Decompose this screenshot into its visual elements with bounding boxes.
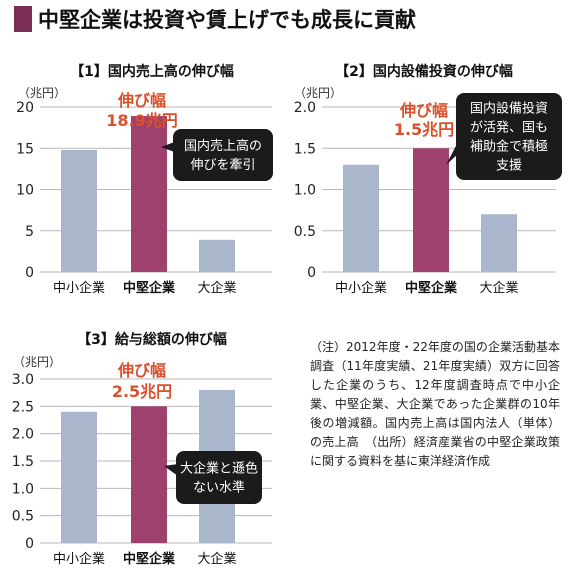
chart-1-bar [131,116,167,272]
chart-2-callout-text: が活発、国も [470,121,548,136]
chart-2-y-tick-label: 1.5 [294,141,316,157]
chart-3-callout-pointer [164,464,178,476]
chart-3-annotation-label: 伸び幅 [117,361,166,380]
chart-1-x-tick-label: 中堅企業 [123,280,176,296]
chart-1-bar [61,149,97,272]
chart-3-x-tick-label: 大企業 [197,551,236,567]
chart-3-bar [131,406,167,543]
chart-2-title: 【2】国内設備投資の伸び幅 [335,63,513,80]
chart-2-x-tick-label: 中堅企業 [405,280,458,296]
chart-1-x-tick-label: 大企業 [197,280,236,296]
chart-2-x-tick-label: 大企業 [479,280,518,296]
chart-1-callout-text: 国内売上高の [184,138,262,154]
chart-2-y-tick-label: 0 [307,265,316,281]
chart-1-bar [199,239,235,272]
chart-3-y-tick-label: 3.0 [12,372,34,388]
chart-3-x-tick-label: 中堅企業 [123,551,176,567]
chart-1-y-tick-label: 15 [16,141,34,157]
source-note: （注）2012年度・22年度の国の企業活動基本調査（11年度実績、21年度実績）… [310,340,560,468]
chart-2-callout-pointer [446,142,458,165]
chart-2-y-unit: （兆円） [294,86,342,100]
chart-1-x-tick-label: 中小企業 [53,280,105,296]
chart-2-callout-text: 補助金で積極 [470,139,548,155]
chart-2-annotation-value: 1.5兆円 [394,120,454,139]
chart-1-y-tick-label: 5 [25,224,34,240]
chart-2-x-tick-label: 中小企業 [335,280,387,296]
chart-3-y-tick-label: 0.5 [12,509,34,525]
chart-2-y-tick-label: 1.0 [294,183,316,199]
chart-2-y-tick-label: 2.0 [294,100,316,116]
chart-2-annotation-label: 伸び幅 [399,101,448,120]
chart-2-bar [481,214,517,272]
chart-3-bar [61,411,97,543]
chart-1-callout-text: 伸びを牽引 [190,157,255,173]
chart-1-y-tick-label: 20 [16,100,34,116]
chart-3-y-tick-label: 0 [25,536,34,552]
chart-2-callout-text: 支援 [496,159,522,174]
chart-3-title: 【3】給与総額の伸び幅 [77,331,227,348]
chart-1-y-unit: （兆円） [18,86,66,100]
chart-1-callout-pointer [161,141,177,153]
chart-3-y-unit: （兆円） [13,355,61,369]
chart-1-y-tick-label: 10 [16,183,34,199]
chart-2-bar [413,148,449,272]
chart-1-annotation-label: 伸び幅 [117,91,166,110]
chart-3-annotation-value: 2.5兆円 [112,382,172,401]
chart-3-y-tick-label: 2.0 [12,427,34,443]
chart-1-callout-box [173,129,273,181]
chart-2-callout-box [456,93,562,180]
main-title: 中堅企業は投資や賃上げでも成長に貢献 [38,8,416,32]
chart-3-callout-box [176,451,262,504]
chart-2-callout-text: 国内設備投資 [470,101,548,117]
chart-3-callout-text: 大企業と遜色 [180,461,258,477]
chart-3-x-tick-label: 中小企業 [53,551,105,567]
chart-1-annotation-value: 18.9兆円 [106,111,177,130]
chart-3-y-tick-label: 2.5 [12,399,34,415]
chart-3-y-tick-label: 1.5 [12,454,34,470]
chart-2-bar [343,164,379,272]
chart-3-y-tick-label: 1.0 [12,481,34,497]
title-accent-mark [14,6,32,32]
title-bar: 中堅企業は投資や賃上げでも成長に貢献 [14,4,416,34]
chart-1-title: 【1】国内売上高の伸び幅 [70,63,234,80]
chart-2-y-tick-label: 0.5 [294,224,316,240]
chart-3-callout-text: ない水準 [193,480,245,496]
chart-1-y-tick-label: 0 [25,265,34,281]
